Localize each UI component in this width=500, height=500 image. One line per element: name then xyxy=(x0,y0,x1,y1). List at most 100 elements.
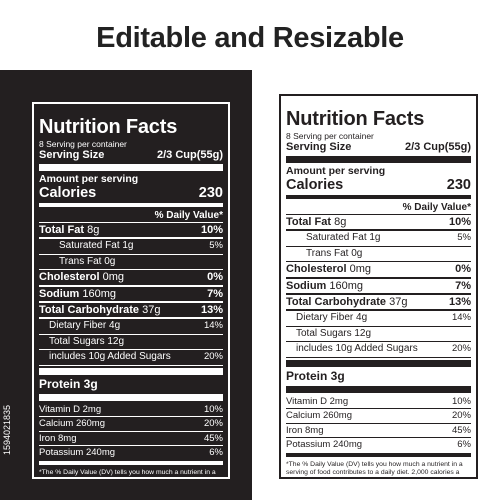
divider-thin xyxy=(286,261,471,263)
vitamin-daily-value: 45% xyxy=(451,424,471,436)
nutrient-name: Sodium 160mg xyxy=(39,287,116,301)
serving-size-label: Serving Size xyxy=(286,141,352,153)
serving-size-row: Serving Size 2/3 Cup(55g) xyxy=(39,149,223,162)
nutrient-row: Trans Fat 0g xyxy=(39,255,223,269)
nutrient-row: Trans Fat 0g xyxy=(286,247,471,261)
nutrient-list: Total Fat 8g 10% Saturated Fat 1g 5% Trans F… xyxy=(39,223,223,366)
divider-medium xyxy=(286,453,471,458)
nutrient-label: Total Fat xyxy=(286,216,332,228)
nutrient-label: Saturated Fat 1g xyxy=(306,232,381,244)
nutrient-amount: 160mg xyxy=(82,287,117,300)
nutrient-daily-value: 10% xyxy=(448,216,471,228)
vitamin-name: Iron 8mg xyxy=(39,432,77,444)
serving-size-value: 2/3 Cup(55g) xyxy=(404,141,471,153)
nutrient-row: Total Fat 8g 10% xyxy=(286,215,471,229)
divider-thin xyxy=(286,408,471,410)
nutrient-daily-value: 5% xyxy=(457,232,471,244)
headline: Editable and Resizable xyxy=(96,22,404,54)
nutrient-name: Dietary Fiber 4g xyxy=(286,311,367,325)
nutrient-label: Cholesterol xyxy=(286,263,347,276)
nutrient-amount: 37g xyxy=(142,304,161,317)
serving-size-row: Serving Size 2/3 Cup(55g) xyxy=(286,141,471,154)
servings-per-container: 8 Serving per container xyxy=(286,131,374,141)
protein-row: Protein 3g xyxy=(39,376,98,391)
label-title: Nutrition Facts xyxy=(286,108,425,130)
nutrient-amount: 37g xyxy=(389,296,408,309)
nutrient-amount: 160mg xyxy=(329,279,364,292)
divider-thin xyxy=(39,445,223,447)
vitamin-daily-value: 6% xyxy=(457,439,471,451)
divider-thin xyxy=(286,293,471,296)
nutrient-daily-value: 0% xyxy=(455,263,471,276)
nutrient-daily-value: 10% xyxy=(200,224,223,236)
nutrient-label: Dietary Fiber 4g xyxy=(49,320,121,332)
vitamin-daily-value: 45% xyxy=(203,432,223,444)
calories-row: Calories 230 xyxy=(286,177,471,194)
label-title: Nutrition Facts xyxy=(39,116,178,138)
protein-row: Protein 3g xyxy=(286,368,345,383)
nutrient-name: includes 10g Added Sugars xyxy=(286,342,418,356)
nutrient-row: Total Carbohydrate 37g 13% xyxy=(39,303,223,317)
vitamin-daily-value: 10% xyxy=(451,395,471,407)
nutrient-daily-value: 14% xyxy=(203,320,223,332)
calories-label: Calories xyxy=(39,185,97,201)
nutrient-label: Total Carbohydrate xyxy=(39,304,140,317)
serving-size-label: Serving Size xyxy=(39,149,105,161)
nutrient-row: Cholesterol 0mg 0% xyxy=(39,270,223,284)
nutrient-row: Total Fat 8g 10% xyxy=(39,223,223,237)
calories-row: Calories 230 xyxy=(39,185,223,202)
divider-medium xyxy=(39,461,223,466)
divider-thin xyxy=(39,301,223,304)
daily-value-footnote: *The % Daily Value (DV) tells you how mu… xyxy=(39,469,216,477)
nutrient-daily-value: 20% xyxy=(451,343,471,355)
nutrient-daily-value: 20% xyxy=(203,351,223,363)
nutrient-name: Trans Fat 0g xyxy=(39,255,115,269)
vitamin-row: Calcium 260mg 20% xyxy=(286,409,471,423)
nutrient-name: Total Fat 8g xyxy=(286,215,346,229)
nutrient-daily-value: 7% xyxy=(207,287,223,300)
nutrient-name: Sodium 160mg xyxy=(286,279,363,293)
divider-thin xyxy=(39,222,223,223)
nutrient-row: Cholesterol 0mg 0% xyxy=(286,262,471,276)
divider-medium xyxy=(286,195,471,199)
calories-label: Calories xyxy=(286,177,344,193)
nutrient-daily-value: 5% xyxy=(209,240,223,252)
vitamin-name: Potassium 240mg xyxy=(286,439,363,451)
vitamin-name: Vitamin D 2mg xyxy=(286,395,349,407)
nutrient-row: Sodium 160mg 7% xyxy=(286,279,471,293)
nutrient-name: Total Sugars 12g xyxy=(286,327,371,341)
vitamin-daily-value: 10% xyxy=(203,403,223,415)
nutrient-label: Saturated Fat 1g xyxy=(59,240,134,252)
daily-value-footnote: *The % Daily Value (DV) tells you how mu… xyxy=(286,461,463,477)
divider-thick xyxy=(39,367,223,375)
nutrient-label: includes 10g Added Sugars xyxy=(296,343,418,355)
vitamin-name: Iron 8mg xyxy=(286,424,324,436)
divider-thick xyxy=(286,385,471,393)
vitamin-list: Vitamin D 2mg 10% Calcium 260mg 20% Iron 8mg… xyxy=(286,395,471,452)
divider-thin xyxy=(39,317,223,320)
amount-per-serving: Amount per serving xyxy=(286,165,386,177)
divider-thin xyxy=(286,422,471,424)
nutrient-daily-value: 0% xyxy=(207,271,223,284)
nutrient-label: Dietary Fiber 4g xyxy=(296,312,368,324)
vitamin-name: Calcium 260mg xyxy=(286,410,352,422)
divider-thin xyxy=(39,284,223,287)
divider-thin xyxy=(39,364,223,366)
vitamin-row: Iron 8mg 45% xyxy=(39,432,223,446)
nutrient-label: includes 10g Added Sugars xyxy=(49,351,171,363)
vitamin-row: Potassium 240mg 6% xyxy=(39,446,223,460)
vitamin-daily-value: 6% xyxy=(209,447,223,459)
divider-thin xyxy=(286,437,471,439)
nutrient-name: Total Fat 8g xyxy=(39,223,99,237)
divider-thin xyxy=(39,237,223,240)
nutrient-daily-value: 14% xyxy=(451,312,471,324)
divider-thin xyxy=(286,245,471,247)
nutrient-label: Sodium xyxy=(39,287,80,300)
divider-thick xyxy=(39,393,223,401)
divider-thin xyxy=(39,430,223,432)
nutrient-label: Total Carbohydrate xyxy=(286,296,387,309)
vitamin-name: Vitamin D 2mg xyxy=(39,403,102,415)
calories-value: 230 xyxy=(198,185,223,201)
nutrient-label: Total Sugars 12g xyxy=(296,327,372,339)
nutrient-amount: 0mg xyxy=(349,263,371,276)
